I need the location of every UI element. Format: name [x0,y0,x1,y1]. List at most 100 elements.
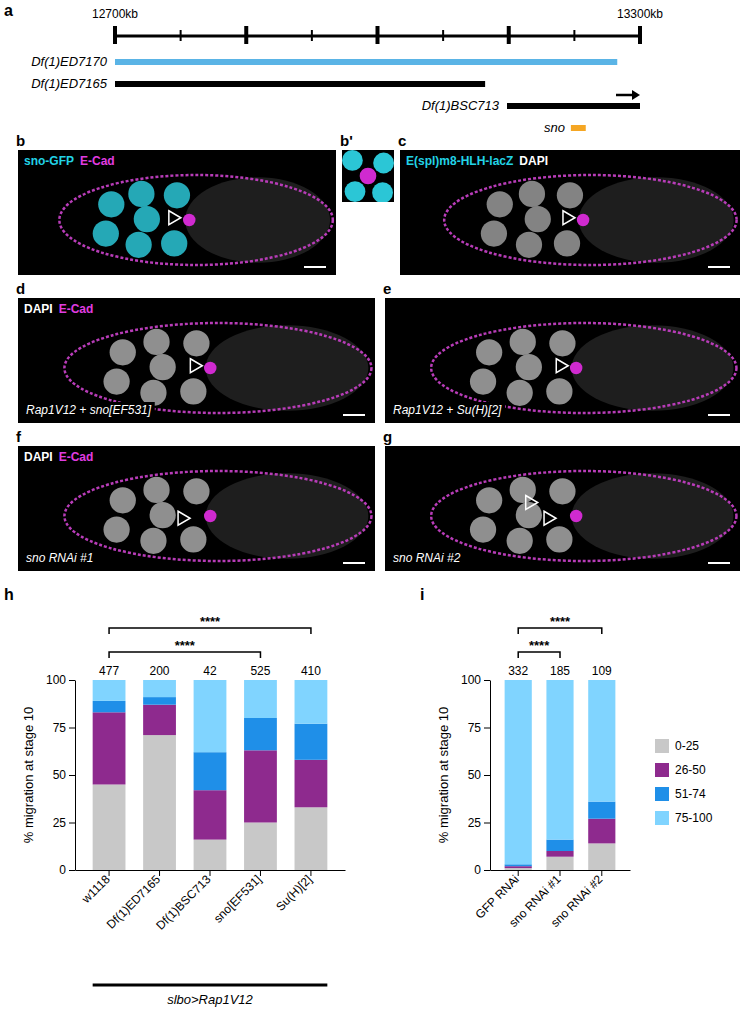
map-tick [442,30,444,41]
follicle-outline [431,323,736,413]
bar-segment [295,807,328,870]
caption-patch [390,550,464,566]
count-label: 477 [99,664,119,678]
nucleus [140,528,166,554]
y-tick: 25 [468,816,490,830]
count-label: 525 [250,664,270,678]
y-axis-line [75,681,76,871]
y-tick: 25 [53,816,75,830]
nucleus [549,478,575,504]
map-tick [311,30,313,41]
image-content [342,150,394,202]
bar-segment [194,840,227,870]
caption: Rap1V12 + Su(H)[2] [393,403,502,417]
y-tick-mark [69,680,75,681]
x-axis: GFP RNAisno RNAi #1sno RNAi #2 [473,870,631,930]
channel-label: sno-GFP [24,154,74,168]
panel-letter: f [16,428,22,445]
nucleus [507,528,533,554]
nucleus [549,330,575,356]
scale-bar [708,414,730,416]
bar-segment [295,724,328,760]
deficiency-label: Df(1)ED7165 [31,76,108,91]
channel-label: DAPI [24,450,53,464]
bar-segment [546,680,573,840]
arrowhead [190,359,202,373]
y-tick-mark [69,728,75,729]
map-tick-label: 12700kb [92,7,138,21]
legend-swatch [655,739,669,753]
bar-segment [143,697,176,705]
y-tick-mark [484,728,490,729]
map-tick [244,26,248,44]
nucleus [546,526,572,552]
y-tick-mark [484,775,490,776]
significance-label: **** [200,614,221,629]
y-tick: 0 [59,863,75,877]
x-tick-label: w1118 [78,872,113,907]
border-cells [570,362,583,375]
count-label: 410 [301,664,321,678]
border-cells [204,510,217,523]
count-label: 332 [508,664,528,678]
nucleus [150,502,176,528]
nucleus [487,191,513,217]
bar-segment [295,760,328,808]
y-tick-label: 75 [468,721,482,735]
bar-segment [588,802,615,819]
nucleus [470,516,496,542]
image-panel: b' [340,132,394,203]
x-tick-mark [159,870,160,876]
panel-letter: a [4,2,13,19]
bar-segment [93,680,126,701]
image-panel: dDAPIE-CadRap1V12 + sno[EF531] [16,280,375,423]
y-tick-mark [484,823,490,824]
y-tick-label: 50 [468,768,482,782]
caption: sno RNAi #2 [393,551,461,565]
nucleus [183,478,209,504]
nucleus [161,230,187,256]
panel-letter: g [383,428,392,445]
map-tick [573,30,575,41]
bar-segment [505,866,532,868]
nucleus [516,354,542,380]
nucleus [110,339,136,365]
bar-segment [194,680,227,752]
y-tick: 75 [53,721,75,735]
nucleus [103,368,129,394]
panel-letter: e [383,280,391,297]
nucleus [183,330,209,356]
legend-swatch [655,763,669,777]
bar-segment [194,752,227,790]
panel-letter: b [16,132,25,149]
bar-segment [143,735,176,870]
nucleus [134,206,160,232]
nucleus [180,526,206,552]
y-tick: 50 [53,768,75,782]
nucleus [126,232,152,258]
panel-letter: c [398,132,406,149]
y-tick-label: 50 [53,768,67,782]
x-tick: sno RNAi #2 [548,870,606,930]
y-axis-title: % migration at stage 10 [436,707,451,844]
deficiency-bar [115,59,617,65]
panel-letter: i [420,586,424,603]
nucleus [546,378,572,404]
x-tick-mark [210,870,211,876]
x-tick: Df(1)BSC713 [153,870,214,933]
bar-segment [295,680,328,724]
follicle-outline [444,175,736,265]
bar-segment [588,843,615,870]
y-tick-label: 100 [46,673,66,687]
nucleus [507,380,533,406]
arrowhead [556,359,568,373]
figure: a12700kb13300kbDf(1)ED7170Df(1)ED7165Df(… [0,0,750,1023]
border-cells [577,214,590,227]
x-tick: sno[EF531] [211,870,264,926]
image-background [18,298,375,423]
panel-letter: b' [340,132,353,149]
legend-label: 75-100 [675,811,713,825]
oocyte [572,325,734,411]
x-tick-mark [560,870,561,876]
y-tick: 50 [468,768,490,782]
